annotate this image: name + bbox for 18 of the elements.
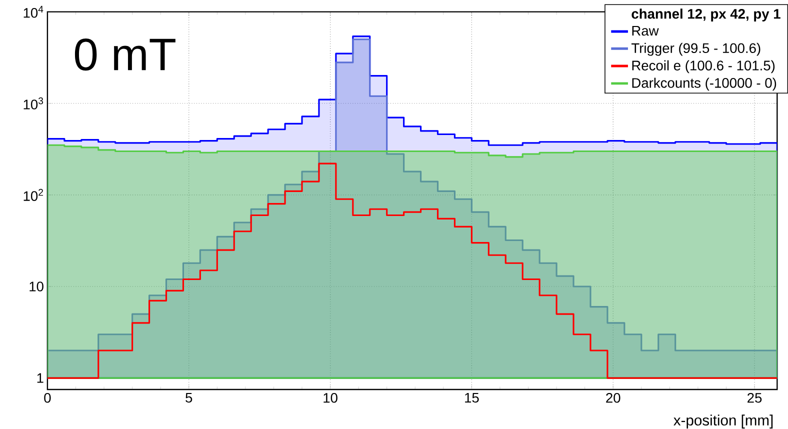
x-tick-label: 10 — [324, 393, 338, 403]
legend-title: channel 12, px 42, py 1 — [632, 8, 780, 22]
x-tick-label: 5 — [186, 393, 192, 403]
y-tick-label: 10$^{3}$ — [24, 97, 44, 110]
annotation: 0 mT — [74, 38, 176, 71]
legend-label: Raw — [632, 26, 659, 36]
x-tick-label: 20 — [606, 393, 620, 403]
legend-label: Recoil e (100.6 - 101.5) — [632, 60, 775, 74]
legend-label: Trigger (99.5 - 100.6) — [631, 42, 760, 56]
y-tick-label: 10$^{2}$ — [24, 188, 43, 201]
y-tick-label: 1 — [37, 373, 44, 383]
x-axis-title: x-position [mm] — [674, 414, 773, 428]
x-tick-label: 15 — [465, 393, 479, 403]
legend-label: Darkcounts (-10000 - 0) — [632, 78, 776, 91]
y-tick-label: 10 — [30, 282, 44, 292]
y-tick-label: 10$^{4}$ — [24, 6, 44, 18]
x-tick-label: 0 — [44, 393, 51, 403]
x-tick-label: 25 — [748, 393, 762, 403]
